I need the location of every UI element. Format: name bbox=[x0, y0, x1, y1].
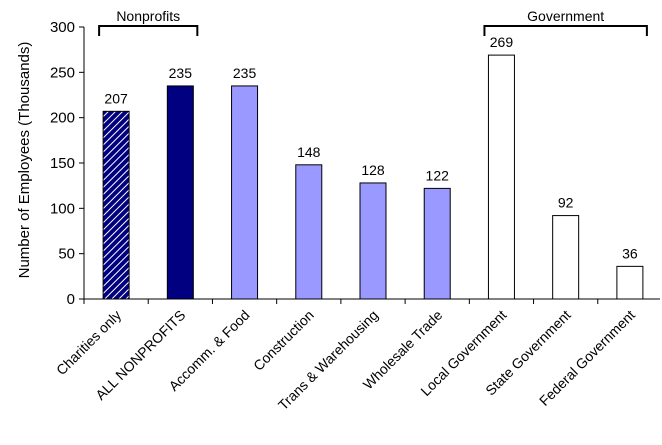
y-tick-label: 250 bbox=[50, 64, 75, 81]
data-label: 235 bbox=[233, 65, 257, 81]
y-tick-label: 50 bbox=[58, 246, 75, 263]
bar bbox=[295, 164, 323, 300]
data-label: 269 bbox=[490, 34, 514, 50]
data-label: 235 bbox=[169, 65, 193, 81]
data-label: 128 bbox=[361, 162, 385, 178]
group-label: Government bbox=[527, 8, 604, 24]
data-label: 148 bbox=[297, 144, 321, 160]
bar bbox=[359, 182, 387, 300]
y-tick-label: 300 bbox=[50, 19, 75, 36]
group-bracket bbox=[483, 25, 648, 36]
bar bbox=[423, 187, 451, 300]
y-tick-label: 200 bbox=[50, 110, 75, 127]
y-tick-label: 0 bbox=[67, 291, 75, 308]
bar bbox=[487, 54, 515, 300]
category-label: Construction bbox=[250, 307, 317, 374]
data-label: 92 bbox=[558, 195, 574, 211]
y-tick-label: 150 bbox=[50, 155, 75, 172]
group-label: Nonprofits bbox=[116, 8, 180, 24]
bar bbox=[166, 85, 194, 300]
y-axis-ticks: 0 50 100 150 200 250 300 bbox=[50, 19, 599, 308]
data-labels: 207 235 235 148 128 122 269 92 36 bbox=[104, 34, 637, 261]
bar bbox=[552, 215, 580, 300]
bars bbox=[102, 54, 644, 300]
group-brackets: Nonprofits Government bbox=[98, 8, 648, 36]
category-label: Charities only bbox=[53, 307, 124, 378]
data-label: 207 bbox=[104, 90, 128, 106]
bar bbox=[231, 85, 259, 300]
data-label: 122 bbox=[426, 167, 450, 183]
bar bbox=[616, 265, 644, 300]
bar bbox=[102, 110, 130, 300]
y-tick-label: 100 bbox=[50, 200, 75, 217]
data-label: 36 bbox=[622, 245, 638, 261]
y-axis-title: Number of Employees (Thousands) bbox=[16, 42, 33, 279]
group-bracket bbox=[98, 25, 199, 36]
